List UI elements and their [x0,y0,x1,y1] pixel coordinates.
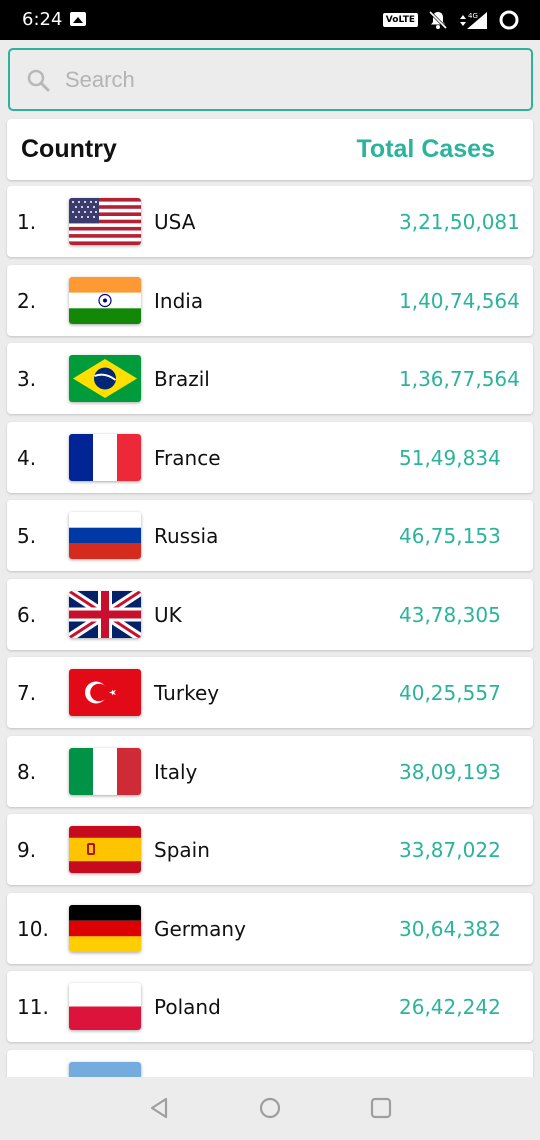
country-row[interactable]: 1. USA 3,21,50,081 [7,186,533,257]
search-box[interactable] [8,48,533,111]
country-row[interactable]: 8. Italy 38,09,193 [7,735,533,807]
country-name: Spain [154,838,210,862]
spain-flag-icon [69,826,141,873]
total-cases-value: 51,49,834 [399,445,501,470]
svg-text:4G: 4G [468,12,478,20]
country-row[interactable]: 11. Poland 26,42,242 [7,971,533,1042]
country-name: Turkey [154,681,220,705]
country-row[interactable]: 10. Germany 30,64,382 [7,892,533,964]
total-cases-value: 1,36,77,564 [399,367,520,391]
total-cases-value: 40,25,557 [399,681,501,705]
poland-flag-icon [69,983,141,1030]
recents-icon[interactable] [368,1095,394,1121]
country-row[interactable]: 5. Russia 46,75,153 [7,500,533,571]
rank-label: 4. [17,445,37,470]
country-name: Poland [154,995,221,1019]
rank-label: 11. [17,995,49,1019]
gallery-icon [70,12,86,26]
rank-label: 1. [17,210,37,234]
volte-badge: VoLTE [382,13,418,27]
germany-flag-icon [69,904,141,952]
country-name: India [154,288,204,313]
turkey-flag-icon [69,669,141,716]
country-name: Brazil [154,367,210,391]
country-column-header: Country [21,135,117,163]
country-name: Germany [154,916,246,941]
country-row[interactable]: 4. France 51,49,834 [7,421,533,493]
country-row[interactable]: 2. India 1,40,74,564 [7,264,533,336]
total-cases-value: 30,64,382 [399,916,501,941]
usa-flag-icon [69,198,141,245]
russia-flag-icon [69,512,141,559]
search-icon [27,69,50,92]
total-cases-value: 1,40,74,564 [399,288,520,313]
table-header: Country Total Cases [7,119,533,180]
signal-4g-icon: 4G [460,12,487,29]
back-icon[interactable] [146,1095,172,1121]
search-input[interactable] [65,62,505,98]
total-cases-value: 46,75,153 [399,524,501,548]
country-row[interactable]: 6. UK 43,78,305 [7,578,533,650]
total-cases-value: 3,21,50,081 [399,210,520,234]
country-row[interactable]: 3. Brazil 1,36,77,564 [7,343,533,414]
status-time: 6:24 [22,9,63,30]
country-list[interactable]: 1. USA 3,21,50,081 [0,186,540,1077]
italy-flag-icon [69,747,141,795]
uk-flag-icon [69,590,141,638]
rank-label: 9. [17,838,37,862]
brazil-flag-icon [69,355,141,402]
country-name: Italy [154,759,198,784]
status-bar: 6:24 VoLTE 4G [0,0,540,40]
rank-label: 3. [17,367,37,391]
country-row[interactable]: 9. Spain 33,87,022 [7,814,533,885]
country-name: UK [154,602,182,627]
total-cases-column-header: Total Cases [356,135,495,163]
total-cases-value: 26,42,242 [399,995,501,1019]
rank-label: 5. [17,524,37,548]
rank-label: 6. [17,602,37,627]
argentina-flag-icon [69,1061,141,1077]
country-name: France [154,445,221,470]
home-icon[interactable] [257,1095,283,1121]
status-icons: VoLTE 4G [382,9,520,31]
country-row[interactable] [7,1049,533,1077]
battery-ring-icon [499,10,519,30]
rank-label: 8. [17,759,37,784]
france-flag-icon [69,433,141,481]
country-name: USA [154,210,196,234]
rank-label: 10. [17,916,49,941]
rank-label: 2. [17,288,37,313]
india-flag-icon [69,276,141,324]
bell-off-icon [428,10,448,30]
navigation-bar [0,1077,540,1140]
country-name: Russia [154,524,219,548]
country-row[interactable]: 7. Turkey 40,25,557 [7,657,533,728]
rank-label: 7. [17,681,37,705]
total-cases-value: 43,78,305 [399,602,501,627]
total-cases-value: 38,09,193 [399,759,501,784]
total-cases-value: 33,87,022 [399,838,501,862]
